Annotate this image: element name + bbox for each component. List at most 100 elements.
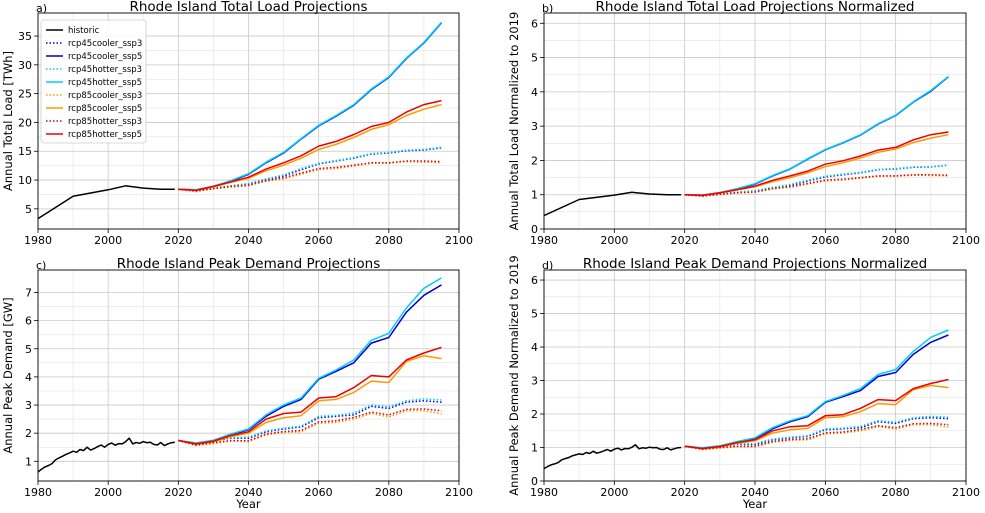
x-tick-label: 2020 — [164, 486, 192, 499]
y-tick-label: 30 — [18, 59, 32, 72]
series-line-rcp85cooler_ssp5 — [178, 103, 442, 192]
x-tick-label: 1980 — [24, 486, 52, 499]
y-tick-label: 6 — [531, 17, 538, 30]
y-tick-label: 3 — [25, 399, 32, 412]
x-tick-label: 1980 — [24, 234, 52, 247]
series-line-rcp85hotter_ssp3 — [178, 408, 442, 446]
y-tick-label: 4 — [25, 371, 32, 384]
x-axis-label: Year — [742, 497, 768, 511]
x-tick-label: 2100 — [952, 234, 980, 247]
series-line-rcp45cooler_ssp5 — [178, 22, 443, 191]
y-tick-label: 25 — [18, 88, 32, 101]
x-tick-label: 1980 — [530, 234, 558, 247]
x-tick-label: 2040 — [741, 486, 769, 499]
x-tick-label: 2040 — [235, 486, 263, 499]
panel-3: 1980 2000 2020 2040 2060 2080 2100 1 2 3 4 5 6 7 Rhode… — [1, 256, 473, 511]
x-tick-label: 1980 — [530, 486, 558, 499]
x-tick-label: 2000 — [94, 234, 122, 247]
series-line-rcp85cooler_ssp3 — [684, 423, 949, 451]
legend-label: rcp45hotter_ssp3 — [68, 65, 142, 75]
series-line-historic — [544, 191, 682, 217]
panel-title: Rhode Island Peak Demand Projections Nor… — [583, 256, 927, 272]
series-line-rcp85hotter_ssp3 — [684, 422, 949, 450]
legend-label: rcp45cooler_ssp3 — [68, 39, 142, 49]
panel-label: d) — [542, 259, 553, 272]
series-line-rcp85hotter_ssp5 — [178, 346, 442, 445]
series-line-rcp45hotter_ssp3 — [684, 164, 949, 197]
y-axis-label: Annual Peak Demand [GW] — [1, 297, 15, 453]
x-tick-label: 2020 — [164, 234, 192, 247]
y-tick-label: 5 — [25, 343, 32, 356]
legend-box — [40, 19, 147, 144]
legend-label: rcp85cooler_ssp3 — [68, 91, 142, 101]
series-line-rcp85cooler_ssp5 — [684, 384, 949, 450]
x-tick-label: 2060 — [305, 234, 333, 247]
y-tick-label: 6 — [531, 274, 538, 287]
y-tick-label: 2 — [531, 408, 538, 421]
series-line-rcp85cooler_ssp5 — [684, 133, 949, 197]
x-tick-label: 2000 — [600, 486, 628, 499]
x-tick-label: 2100 — [445, 486, 473, 499]
y-tick-label: 1 — [531, 189, 538, 202]
series-line-rcp45hotter_ssp5 — [684, 329, 949, 449]
series-line-rcp45hotter_ssp3 — [684, 415, 949, 449]
x-tick-label: 2080 — [375, 486, 403, 499]
y-axis-label: Annual Total Load Normalized to 2019 — [507, 12, 521, 231]
y-tick-label: 0 — [531, 223, 538, 236]
series-line-historic — [544, 444, 682, 470]
x-tick-label: 2000 — [94, 486, 122, 499]
legend-label: rcp85cooler_ssp5 — [68, 104, 142, 114]
y-tick-label: 5 — [531, 308, 538, 321]
legend-label: historic — [68, 26, 100, 36]
series-line-rcp85hotter_ssp5 — [178, 99, 442, 192]
legend: historic rcp45cooler_ssp3 rcp45cooler_ssp5… — [40, 19, 147, 144]
x-tick-label: 2080 — [882, 486, 910, 499]
x-tick-label: 2000 — [600, 234, 628, 247]
panel-title: Rhode Island Total Load Projections Norm… — [596, 0, 915, 15]
x-tick-label: 2020 — [671, 234, 699, 247]
x-tick-label: 2060 — [305, 486, 333, 499]
y-tick-label: 10 — [18, 174, 32, 187]
x-tick-label: 2060 — [811, 234, 839, 247]
axes-frame — [543, 12, 967, 230]
y-tick-label: 5 — [25, 203, 32, 216]
series-line-historic — [38, 185, 175, 220]
axes-frame — [37, 269, 460, 482]
axes-frame — [37, 12, 460, 230]
series-group — [38, 277, 442, 473]
y-tick-label: 4 — [531, 86, 538, 99]
legend-label: rcp45hotter_ssp5 — [68, 78, 142, 88]
panel-label: a) — [36, 2, 47, 15]
y-tick-label: 35 — [18, 30, 32, 43]
x-tick-label: 2080 — [882, 234, 910, 247]
series-line-rcp45cooler_ssp3 — [684, 416, 949, 449]
y-tick-label: 1 — [531, 442, 538, 455]
x-axis-label: Year — [235, 497, 261, 511]
series-line-rcp85hotter_ssp3 — [684, 174, 949, 197]
x-tick-label: 2060 — [811, 486, 839, 499]
x-tick-label: 2040 — [235, 234, 263, 247]
x-tick-label: 2020 — [671, 486, 699, 499]
legend-label: rcp85hotter_ssp3 — [68, 117, 142, 127]
y-tick-label: 6 — [25, 315, 32, 328]
series-line-historic — [38, 437, 175, 473]
series-line-rcp85hotter_ssp5 — [684, 131, 949, 197]
y-tick-label: 20 — [18, 116, 32, 129]
y-tick-label: 2 — [531, 154, 538, 167]
series-line-rcp45hotter_ssp5 — [178, 277, 442, 444]
y-tick-label: 15 — [18, 145, 32, 158]
series-group — [544, 75, 949, 217]
panel-label: c) — [36, 259, 46, 272]
series-line-rcp45cooler_ssp3 — [178, 400, 442, 445]
y-tick-label: 5 — [531, 52, 538, 65]
y-tick-label: 7 — [25, 287, 32, 300]
series-group — [38, 21, 443, 220]
axes-frame — [543, 269, 967, 482]
series-line-rcp85hotter_ssp3 — [178, 160, 442, 192]
legend-label: rcp45cooler_ssp5 — [68, 52, 142, 62]
legend-label: rcp85hotter_ssp5 — [68, 130, 142, 140]
panel-title: Rhode Island Total Load Projections — [129, 0, 367, 15]
x-tick-label: 2080 — [375, 234, 403, 247]
y-tick-label: 3 — [531, 375, 538, 388]
